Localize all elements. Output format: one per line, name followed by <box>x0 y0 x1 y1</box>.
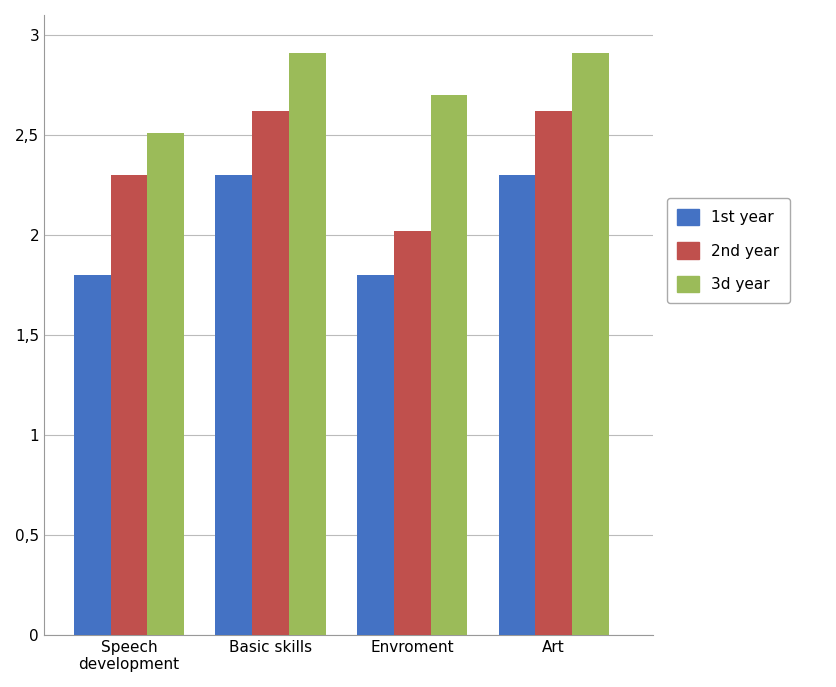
Bar <box>252 111 288 635</box>
Bar <box>356 275 393 635</box>
Bar <box>147 133 184 635</box>
Legend: 1st year, 2nd year, 3d year: 1st year, 2nd year, 3d year <box>665 198 789 303</box>
Bar <box>572 53 609 635</box>
Bar <box>498 175 535 635</box>
Bar <box>393 231 430 635</box>
Bar <box>110 175 147 635</box>
Bar <box>215 175 252 635</box>
Bar <box>535 111 572 635</box>
Bar <box>74 275 110 635</box>
Bar <box>430 95 466 635</box>
Bar <box>288 53 325 635</box>
